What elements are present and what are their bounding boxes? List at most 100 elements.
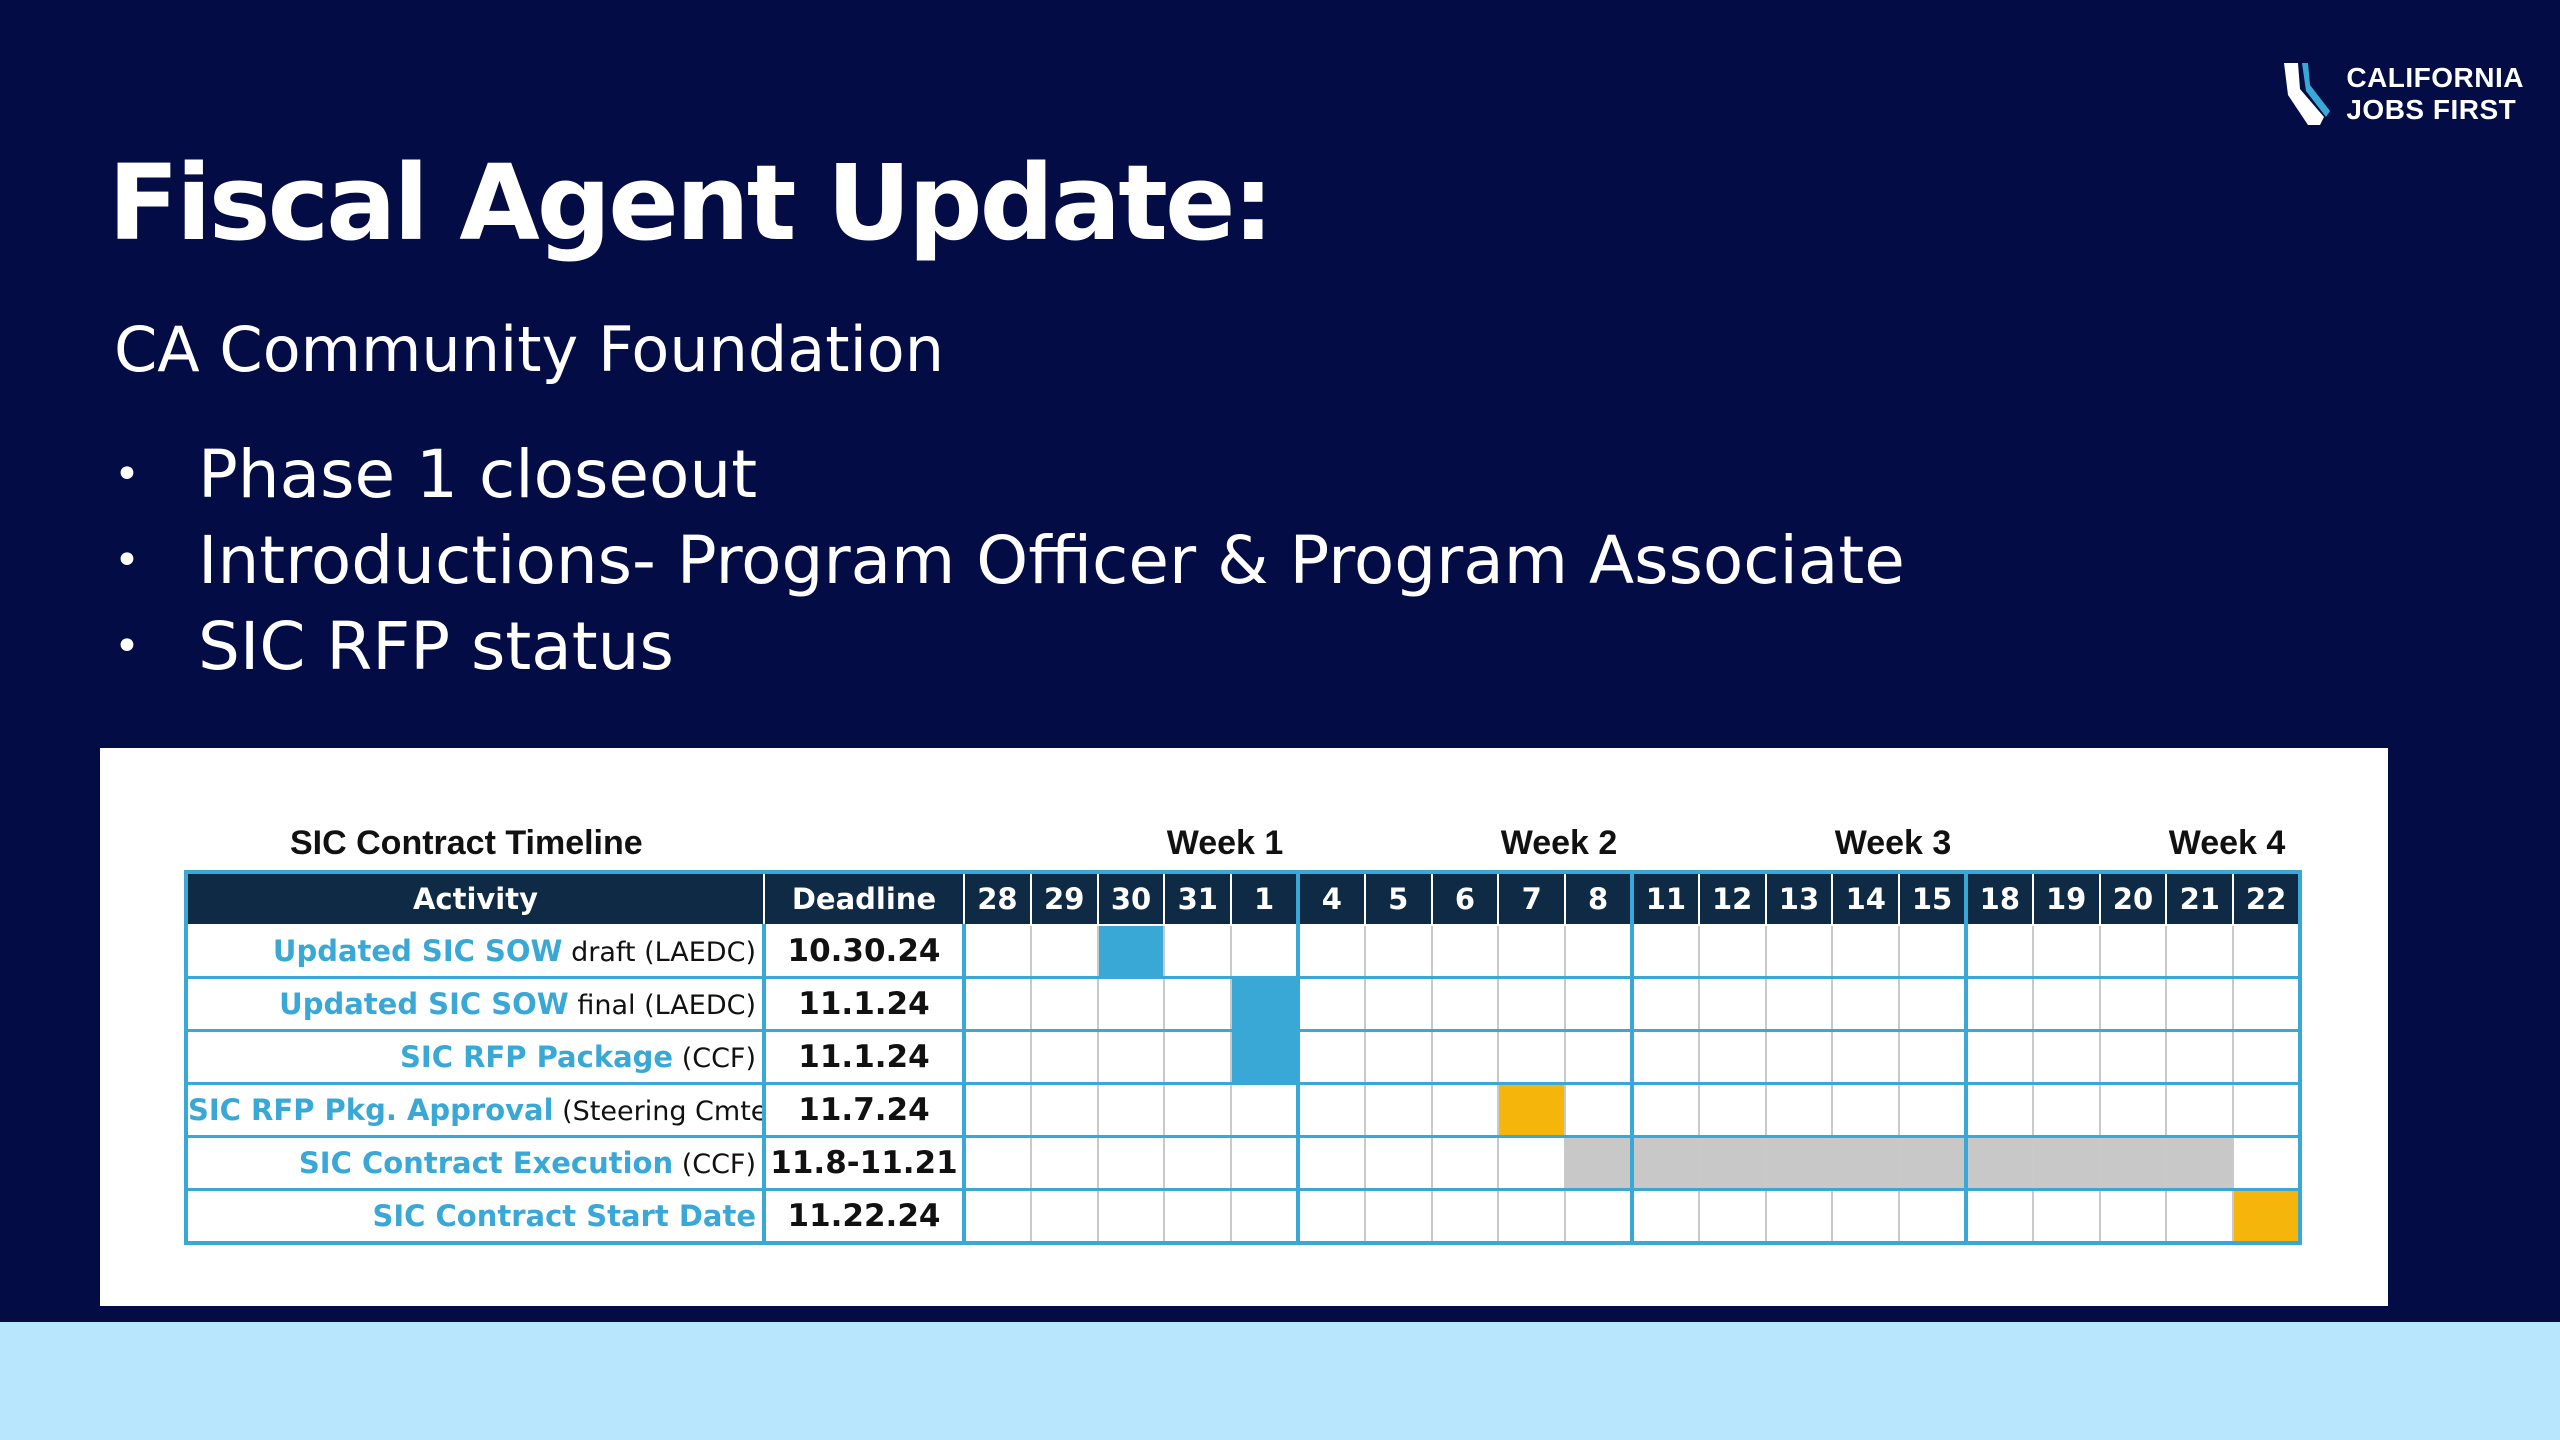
day-header: 7: [1497, 871, 1567, 926]
day-header: 13: [1764, 871, 1834, 926]
day-cell: [2031, 1029, 2101, 1085]
activity-header: Activity: [185, 871, 765, 926]
day-cell: [1764, 1029, 1834, 1085]
timeline-row: SIC Contract Start Date 11.22.24: [185, 1188, 2302, 1245]
day-cell: [2232, 1135, 2302, 1191]
day-cell: [1163, 1135, 1233, 1191]
day-cell: [1697, 976, 1767, 1032]
day-cell: [1363, 924, 1433, 979]
timeline-bar: [2165, 1135, 2235, 1191]
timeline-bar: [2232, 1188, 2302, 1245]
timeline-bar: [1898, 1135, 1968, 1191]
day-cell: [1831, 924, 1901, 979]
activity-owner: final (LAEDC): [568, 990, 756, 1021]
day-cell: [1430, 1082, 1500, 1138]
timeline-bar: [1564, 1135, 1634, 1191]
day-cell: [963, 924, 1032, 979]
day-cell: [1230, 1082, 1300, 1138]
timeline-bar: [1630, 1135, 1700, 1191]
timeline-bar: [2031, 1135, 2101, 1191]
day-cell: [1029, 1135, 1099, 1191]
bullet-list: • Phase 1 closeout • Introductions- Progra…: [110, 432, 1905, 690]
day-header: 8: [1564, 871, 1634, 926]
logo-line-2: JOBS FIRST: [2346, 94, 2517, 125]
day-cell: [1163, 1082, 1233, 1138]
timeline-row: SIC RFP Package (CCF) 11.1.24: [185, 1029, 2302, 1085]
day-cell: [1029, 1188, 1099, 1245]
week-label-2: Week 2: [1500, 824, 1618, 862]
day-header: 18: [1964, 871, 2034, 926]
day-cell: [1363, 1135, 1433, 1191]
day-cell: [1296, 976, 1366, 1032]
activity-cell: Updated SIC SOW final (LAEDC): [185, 976, 766, 1032]
day-cell: [1630, 1082, 1700, 1138]
day-cell: [1096, 976, 1166, 1032]
day-header: 4: [1296, 871, 1366, 926]
day-cell: [1697, 1082, 1767, 1138]
day-header: 14: [1831, 871, 1901, 926]
day-cell: [1764, 976, 1834, 1032]
timeline-bar: [1764, 1135, 1834, 1191]
day-cell: [2165, 976, 2235, 1032]
day-cell: [1497, 1029, 1567, 1085]
california-jobs-first-logo: CALIFORNIA JOBS FIRST: [2264, 36, 2524, 152]
week-label-3: Week 3: [1834, 824, 1952, 862]
day-cell: [1497, 1188, 1567, 1245]
slide-title: Fiscal Agent Update:: [108, 142, 1274, 264]
day-cell: [1363, 1082, 1433, 1138]
day-cell: [1898, 1188, 1968, 1245]
day-cell: [1697, 1188, 1767, 1245]
timeline-bar: [1497, 1082, 1567, 1138]
day-cell: [1497, 1135, 1567, 1191]
timeline-bar: [1230, 976, 1300, 1032]
day-cell: [2165, 924, 2235, 979]
activity-name: SIC RFP Package: [400, 1040, 674, 1074]
day-cell: [1029, 976, 1099, 1032]
bullet-item: • SIC RFP status: [110, 604, 1905, 690]
day-header: 15: [1898, 871, 1968, 926]
timeline-row: Updated SIC SOW final (LAEDC) 11.1.24: [185, 976, 2302, 1032]
timeline-header-row: Activity Deadline 28 29 30 31 1 4 5 6 7 8 11 12 13 14…: [185, 871, 2302, 926]
day-cell: [1898, 1029, 1968, 1085]
timeline-row: SIC RFP Pkg. Approval (Steering Cmte) 11.…: [185, 1082, 2302, 1138]
day-cell: [963, 1135, 1032, 1191]
day-cell: [1497, 924, 1567, 979]
bullet-text: Introductions- Program Officer & Program…: [198, 522, 1905, 599]
timeline-bar: [1096, 924, 1166, 979]
day-cell: [1964, 976, 2034, 1032]
day-cell: [1764, 924, 1834, 979]
day-header: 12: [1697, 871, 1767, 926]
day-cell: [1831, 1082, 1901, 1138]
day-cell: [2031, 1082, 2101, 1138]
day-cell: [2232, 1082, 2302, 1138]
bullet-text: Phase 1 closeout: [198, 436, 758, 513]
day-cell: [1964, 1029, 2034, 1085]
timeline-bar: [1831, 1135, 1901, 1191]
day-cell: [2165, 1082, 2235, 1138]
day-cell: [1831, 1029, 1901, 1085]
activity-cell: SIC RFP Package (CCF): [185, 1029, 766, 1085]
timeline-bar: [1230, 1029, 1300, 1085]
california-state-icon: [2284, 63, 2331, 125]
timeline-body: Updated SIC SOW draft (LAEDC) 10.30.24 Upd…: [185, 924, 2302, 1245]
day-cell: [963, 1082, 1032, 1138]
activity-owner: (CCF): [673, 1043, 756, 1074]
day-cell: [2165, 1029, 2235, 1085]
day-cell: [1430, 924, 1500, 979]
day-cell: [1630, 1029, 1700, 1085]
bullet-item: • Phase 1 closeout: [110, 432, 1905, 518]
deadline-cell: 11.22.24: [763, 1188, 966, 1245]
week-label-1: Week 1: [1166, 824, 1284, 862]
day-cell: [2232, 976, 2302, 1032]
bullet-text: SIC RFP status: [198, 608, 674, 685]
day-cell: [1163, 1029, 1233, 1085]
day-cell: [1296, 1188, 1366, 1245]
day-cell: [1898, 924, 1968, 979]
day-cell: [963, 1029, 1032, 1085]
day-cell: [1296, 1029, 1366, 1085]
day-cell: [1831, 976, 1901, 1032]
day-header: 19: [2031, 871, 2101, 926]
day-cell: [1898, 976, 1968, 1032]
activity-owner: draft (LAEDC): [562, 937, 756, 968]
day-cell: [2098, 1188, 2168, 1245]
